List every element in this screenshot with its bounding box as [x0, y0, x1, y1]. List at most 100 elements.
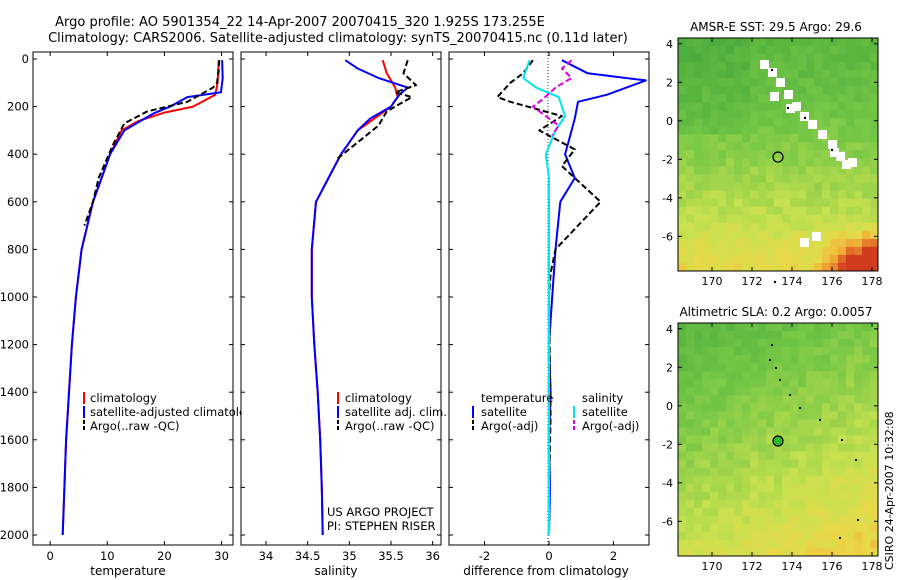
map-cell [710, 547, 719, 557]
map-cell [694, 46, 703, 55]
map-cell [854, 443, 863, 452]
map-cell [686, 499, 695, 509]
map-cell [798, 214, 807, 224]
map-cell [718, 379, 727, 388]
map-cell [710, 182, 719, 192]
map-cell [838, 62, 847, 71]
project-note: US ARGO PROJECT [327, 505, 435, 519]
difference-x-axis: -2 0 2 [479, 52, 617, 563]
map-cell [790, 134, 799, 143]
map-cell [726, 166, 735, 175]
map-cell [838, 459, 847, 469]
map-cell [710, 126, 719, 135]
sla-map-title: Altimetric SLA: 0.2 Argo: 0.0057 [679, 305, 872, 319]
map-cell [790, 347, 799, 356]
map-cell [854, 499, 863, 509]
map-cell [726, 467, 735, 477]
map-cell [742, 254, 751, 264]
map-cell [814, 539, 823, 549]
map-cell [678, 182, 687, 192]
map-cell [790, 515, 799, 525]
map-cell [750, 70, 759, 79]
map-cell [758, 395, 767, 404]
map-cell [734, 467, 743, 477]
map-cell [686, 531, 695, 541]
legend-label-argo: Argo(..raw -QC) [345, 419, 435, 433]
map-cell [790, 459, 799, 469]
map-cell [694, 206, 703, 216]
map-cell [678, 222, 687, 232]
map-cell [822, 411, 831, 420]
map-cell [846, 62, 855, 71]
map-cell [862, 531, 871, 541]
map-cell [734, 254, 743, 264]
map-cell [862, 459, 871, 469]
map-cell [766, 339, 775, 348]
map-cell [838, 238, 847, 248]
temperature-x-axis: 0 10 20 30 [46, 52, 229, 563]
map-cell [750, 323, 759, 332]
lon-tick-label: 170 [702, 560, 723, 573]
map-cell [766, 483, 775, 493]
map-cell [718, 507, 727, 517]
map-cell [854, 347, 863, 356]
map-cell [806, 523, 815, 533]
map-cell [742, 166, 751, 175]
map-cell [814, 363, 823, 372]
map-cell [806, 86, 815, 95]
map-cell [766, 134, 775, 143]
map-cell [686, 78, 695, 87]
map-cell [766, 246, 775, 256]
map-cell [854, 459, 863, 469]
float-position-marker-sla [772, 435, 784, 447]
map-cell [702, 459, 711, 469]
map-cell [774, 347, 783, 356]
map-cell [726, 491, 735, 501]
island-dot [788, 393, 792, 397]
map-cell [766, 118, 775, 127]
salinity-series [310, 59, 417, 536]
map-cell [710, 262, 719, 272]
map-cell [750, 126, 759, 135]
map-cell [678, 499, 687, 509]
map-cell [750, 427, 759, 436]
map-cell [846, 507, 855, 517]
map-cell [686, 246, 695, 256]
map-cell [798, 94, 807, 103]
map-cell [686, 475, 695, 485]
map-cell [822, 262, 831, 272]
map-cell [694, 110, 703, 119]
map-cell [870, 539, 879, 549]
island-dot [856, 518, 860, 522]
map-cell [726, 246, 735, 256]
map-cell [710, 70, 719, 79]
map-cell [790, 190, 799, 200]
map-cell [846, 38, 855, 47]
map-cell [854, 419, 863, 428]
map-cell [678, 331, 687, 340]
series-line-temperature-satellite [548, 59, 647, 536]
map-cell [742, 62, 751, 71]
map-cell [774, 419, 783, 428]
map-cell [782, 222, 791, 232]
map-cell [750, 190, 759, 200]
map-cell [678, 142, 687, 151]
map-cell [718, 262, 727, 272]
map-cell [846, 363, 855, 372]
map-cell [726, 355, 735, 364]
map-cell [726, 515, 735, 525]
map-cell [790, 339, 799, 348]
map-cell [798, 459, 807, 469]
map-cell [710, 38, 719, 47]
depth-tick-label: 2000 [0, 528, 29, 542]
map-cell [870, 531, 879, 541]
map-cell [790, 150, 799, 159]
map-cell [782, 190, 791, 200]
map-cell [702, 507, 711, 517]
map-cell [790, 54, 799, 63]
map-cell [758, 158, 767, 167]
map-cell [758, 419, 767, 428]
map-cell [742, 331, 751, 340]
map-cell [734, 54, 743, 63]
temperature-plot-frame [32, 51, 234, 546]
